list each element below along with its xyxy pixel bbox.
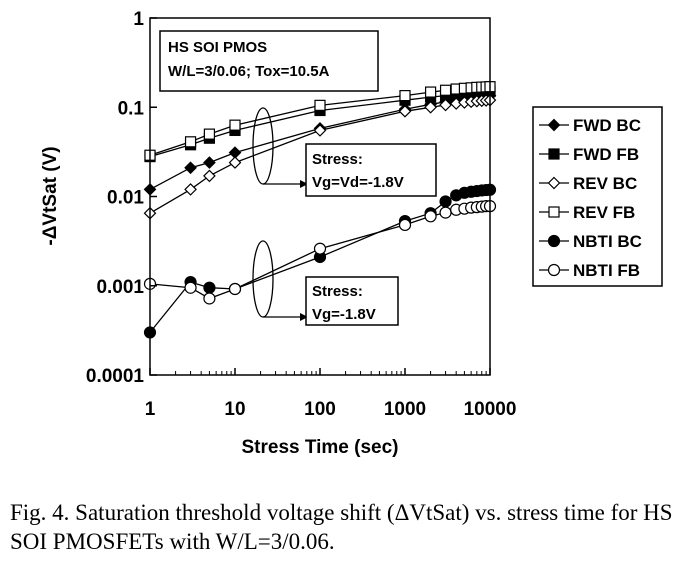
point-nbti-fb <box>184 281 197 294</box>
point-rev-fb <box>229 119 241 131</box>
legend-marker <box>547 118 561 132</box>
point-nbti-fb <box>424 210 437 223</box>
legend-label: REV BC <box>573 174 637 193</box>
legend-label: NBTI BC <box>573 232 642 251</box>
y-axis-title: -ΔVtSat (V) <box>40 146 61 245</box>
point-nbti-fb <box>398 218 412 232</box>
point-fwd-bc <box>184 161 197 175</box>
legend-item-nbti-bc: NBTI BC <box>539 232 642 251</box>
point-rev-fb <box>424 86 437 98</box>
legend-item-fwd-bc: FWD BC <box>539 116 641 135</box>
point-nbti-bc <box>203 281 216 294</box>
legend-item-rev-bc: REV BC <box>539 174 637 193</box>
x-axis-title: Stress Time (sec) <box>241 437 398 458</box>
legend-marker <box>548 206 560 218</box>
legend-marker <box>547 176 561 190</box>
legend-item-rev-fb: REV FB <box>539 203 635 222</box>
point-nbti-bc <box>439 195 452 208</box>
ticks-layer: 1 10 100 1000 10000 1 0.1 0.01 0.001 0.0001 <box>86 9 517 420</box>
lower-stress-box <box>305 276 399 326</box>
x-tick-label: 1000 <box>384 399 426 420</box>
y-tick-label: 0.01 <box>107 188 144 209</box>
y-tick-label: 0.0001 <box>86 366 145 387</box>
y-tick-label: 0.001 <box>96 277 144 298</box>
legend-item-nbti-fb: NBTI FB <box>539 261 640 280</box>
point-rev-fb <box>184 136 197 148</box>
point-rev-fb <box>399 90 411 102</box>
point-fwd-bc <box>203 156 216 169</box>
y-tick-label: 0.1 <box>118 98 145 119</box>
figure-caption: Fig. 4. Saturation threshold voltage shi… <box>10 500 673 554</box>
header-annotation-box <box>159 30 379 92</box>
legend-label: REV FB <box>573 203 635 222</box>
point-rev-bc <box>203 169 216 183</box>
upper-stress-line-1: Stress: <box>312 151 363 168</box>
upper-stress-line-2: Vg=Vd=-1.8V <box>312 174 404 191</box>
point-nbti-fb <box>203 292 216 305</box>
point-rev-fb <box>314 99 326 111</box>
x-tick-label: 100 <box>304 399 336 420</box>
y-tick-label: 1 <box>133 9 144 30</box>
legend-marker <box>548 148 560 160</box>
legend-marker <box>547 234 561 248</box>
point-rev-bc <box>228 156 242 169</box>
series-nbti-fb <box>143 200 497 305</box>
lower-stress-line-1: Stress: <box>312 283 363 300</box>
header-line-1: HS SOI PMOS <box>168 39 267 56</box>
upper-arrowhead <box>300 180 308 188</box>
point-nbti-fb <box>228 282 242 296</box>
legend-label: FWD BC <box>573 116 641 135</box>
point-nbti-fb <box>439 206 452 219</box>
upper-stress-box <box>305 143 437 197</box>
header-line-2: W/L=3/0.06; Tox=10.5A <box>168 63 330 80</box>
lower-stress-line-2: Vg=-1.8V <box>312 306 376 323</box>
point-rev-fb <box>203 128 216 140</box>
legend-item-fwd-fb: FWD FB <box>539 145 639 164</box>
legend-marker <box>547 263 561 277</box>
legend-entries: FWD BC FWD FB REV BC REV FB NBTI BC NBTI FB <box>539 116 642 280</box>
point-rev-bc <box>184 183 197 196</box>
lower-arrowhead <box>300 313 308 321</box>
point-rev-bc <box>424 100 437 114</box>
x-tick-label: 1 <box>145 399 156 420</box>
point-rev-bc <box>439 98 452 112</box>
point-rev-bc <box>313 124 327 137</box>
legend-label: NBTI FB <box>573 261 640 280</box>
x-tick-label: 10000 <box>464 399 517 420</box>
point-rev-fb <box>439 84 452 96</box>
legend-box <box>532 106 663 287</box>
chart: 1 10 100 1000 10000 1 0.1 0.01 0.001 0.0001 Stres… <box>40 9 663 458</box>
point-nbti-fb <box>313 242 327 255</box>
x-tick-label: 10 <box>224 399 245 420</box>
point-rev-bc <box>398 104 412 118</box>
legend-label: FWD FB <box>573 145 639 164</box>
